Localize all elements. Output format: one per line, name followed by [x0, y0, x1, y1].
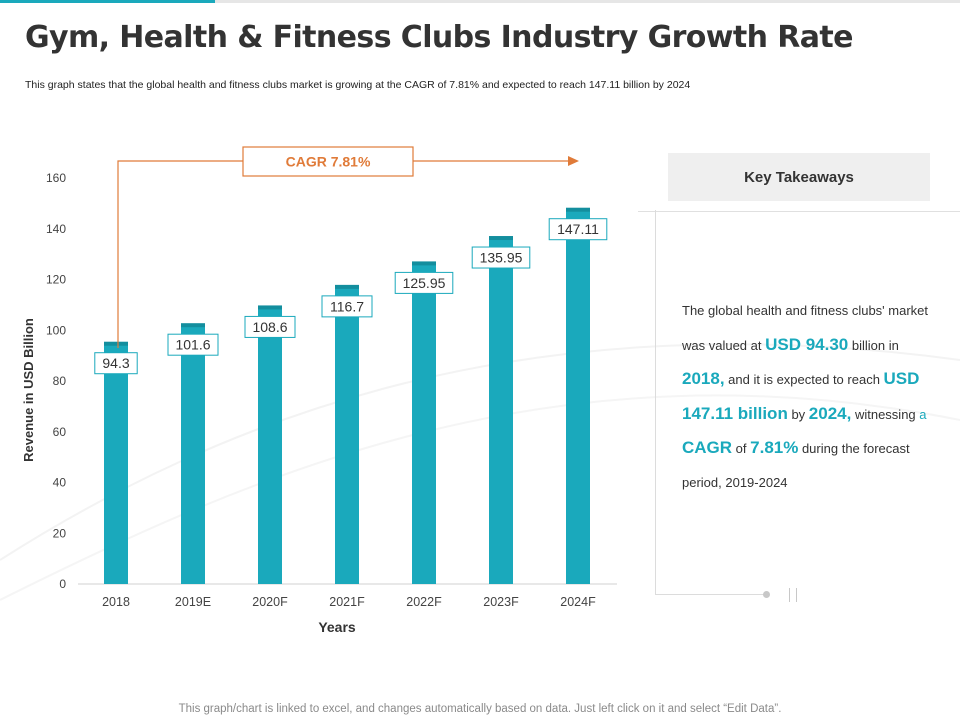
- bar-cap: [489, 236, 513, 241]
- takeaway-divider: [638, 211, 960, 212]
- cagr-label: CAGR 7.81%: [286, 154, 371, 170]
- bar-cap: [412, 261, 436, 266]
- data-label-box: [244, 315, 296, 338]
- y-tick-label: 0: [59, 577, 66, 591]
- bar: [489, 239, 513, 585]
- takeaway-highlight: CAGR: [682, 438, 733, 457]
- data-label: 94.3: [102, 355, 129, 371]
- bar: [104, 344, 128, 584]
- takeaway-text-part: and it is expected to reach: [724, 372, 884, 387]
- data-label: 108.6: [252, 319, 287, 335]
- data-label: 116.7: [330, 298, 364, 314]
- bar: [258, 308, 282, 584]
- takeaway-text-part: by: [787, 406, 809, 422]
- takeaway-highlight: 2024,: [808, 403, 852, 423]
- page-subtitle: This graph states that the global health…: [25, 79, 691, 91]
- x-tick-label: 2019E: [175, 595, 211, 609]
- data-label-box: [167, 333, 219, 356]
- y-tick-label: 80: [53, 374, 67, 388]
- page-title: Gym, Health & Fitness Clubs Industry Gro…: [25, 20, 853, 55]
- cagr-arrow-head: [568, 156, 579, 166]
- y-tick-label: 40: [53, 476, 67, 490]
- data-label: 125.95: [403, 275, 446, 291]
- cagr-arrow-line: [117, 160, 568, 348]
- x-tick-label: 2021F: [329, 595, 365, 609]
- data-label-box: [548, 218, 608, 241]
- data-label: 101.6: [175, 337, 210, 353]
- takeaway-panel: [655, 210, 955, 595]
- bar: [412, 264, 436, 584]
- bar: [335, 287, 359, 584]
- data-label-box: [471, 246, 531, 269]
- bar: [566, 210, 590, 584]
- bar-cap: [566, 207, 590, 212]
- x-tick-label: 2018: [102, 595, 130, 609]
- x-tick-label: 2024F: [560, 595, 596, 609]
- takeaway-highlight: USD 94.30: [765, 334, 849, 354]
- top-accent-teal: [0, 0, 215, 3]
- x-tick-label: 2020F: [252, 595, 288, 609]
- takeaway-highlight: a: [919, 406, 927, 422]
- data-label-box: [94, 352, 138, 375]
- data-label: 147.11: [557, 221, 599, 237]
- takeaway-text-part: witnessing: [851, 406, 920, 422]
- y-tick-label: 120: [46, 273, 66, 287]
- takeaway-text-part: during the forecast period, 2019-2024: [682, 441, 910, 490]
- takeaway-text-part: The global health and fitness clubs' mar…: [682, 303, 929, 353]
- takeaway-dot: [763, 591, 770, 598]
- footer-note: This graph/chart is linked to excel, and…: [178, 703, 782, 715]
- y-tick-label: 160: [46, 171, 66, 185]
- bar-cap: [335, 284, 359, 289]
- takeaway-text-part: of: [732, 441, 751, 456]
- key-takeaways-text: The global health and fitness clubs' mar…: [682, 294, 937, 499]
- background-swoosh: [0, 343, 960, 561]
- cagr-label-box: [242, 146, 414, 177]
- data-label-box: [321, 295, 373, 318]
- y-tick-label: 60: [53, 425, 67, 439]
- takeaway-highlight: USD 147.11 billion: [682, 369, 920, 423]
- data-label-box: [394, 271, 454, 294]
- x-tick-label: 2023F: [483, 595, 519, 609]
- key-takeaways-header: Key Takeaways: [668, 153, 930, 201]
- top-accent-bar: [0, 0, 960, 3]
- takeaway-tick-marks: [789, 588, 797, 602]
- y-tick-label: 100: [46, 323, 66, 337]
- bar-cap: [258, 305, 282, 310]
- bar-cap: [104, 341, 128, 346]
- y-tick-label: 20: [53, 526, 67, 540]
- takeaway-highlight: 7.81%: [750, 438, 799, 457]
- y-tick-label: 140: [46, 222, 66, 236]
- x-tick-label: 2022F: [406, 595, 442, 609]
- bar-cap: [181, 323, 205, 328]
- bar: [181, 326, 205, 584]
- takeaway-bottom-line: [655, 594, 767, 595]
- takeaway-text-part: billion in: [848, 337, 899, 353]
- x-axis-title: Years: [318, 619, 356, 635]
- y-axis-title: Revenue in USD Billion: [21, 318, 36, 462]
- data-label: 135.95: [480, 250, 523, 266]
- takeaway-highlight: 2018,: [682, 369, 725, 388]
